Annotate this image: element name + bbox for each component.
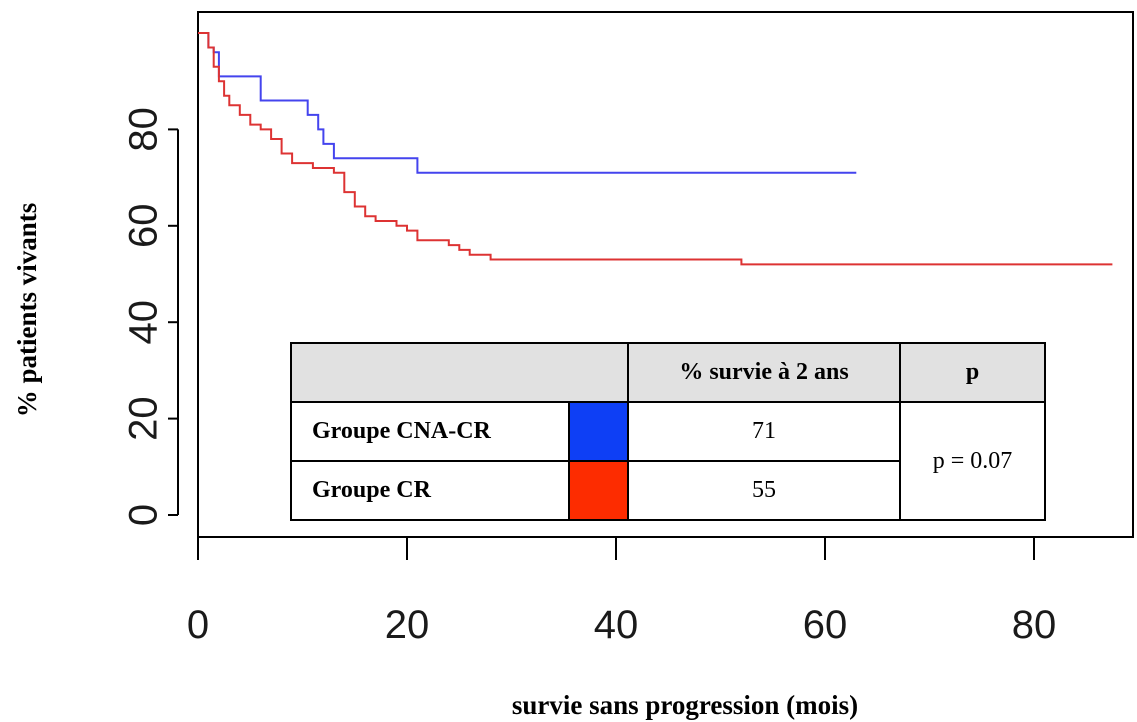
y-tick-label: 0 [122, 504, 166, 526]
survival-value-cr: 55 [627, 460, 901, 521]
color-swatch-cna-cr [568, 401, 629, 462]
x-tick-label: 80 [1012, 603, 1057, 647]
table-header-p: p [899, 342, 1046, 403]
x-axis-title: survie sans progression (mois) [512, 690, 858, 720]
table-row: Groupe CR 55 [290, 460, 1045, 521]
table-row: Groupe CNA-CR 71 p = 0.07 [290, 401, 1046, 521]
y-tick-label: 80 [122, 107, 166, 152]
survival-curves [198, 32, 1113, 266]
table-header-row: % survie à 2 ans p [290, 342, 1046, 403]
x-tick-label: 60 [803, 603, 848, 647]
p-value: p = 0.07 [899, 401, 1046, 521]
color-swatch-cr [568, 460, 629, 521]
y-axis-title: % patients vivants [12, 203, 42, 418]
survival-value-cna-cr: 71 [627, 401, 901, 462]
y-tick-label: 60 [122, 204, 166, 249]
y-axis: 0 20 40 60 80 [122, 107, 179, 526]
group-label-cr: Groupe CR [290, 460, 570, 521]
table-header-empty [290, 342, 629, 403]
x-tick-label: 20 [385, 603, 430, 647]
series-line-cna-cr [198, 32, 857, 174]
group-label-cna-cr: Groupe CNA-CR [290, 401, 570, 462]
y-tick-label: 20 [122, 396, 166, 441]
legend-table: % survie à 2 ans p Groupe CNA-CR 71 p = … [290, 342, 1046, 521]
x-axis: 0 20 40 60 80 [187, 536, 1057, 647]
series-line-cr [198, 32, 1113, 266]
x-tick-label: 0 [187, 603, 209, 647]
table-header-survival: % survie à 2 ans [627, 342, 901, 403]
y-tick-label: 40 [122, 300, 166, 345]
x-tick-label: 40 [594, 603, 639, 647]
